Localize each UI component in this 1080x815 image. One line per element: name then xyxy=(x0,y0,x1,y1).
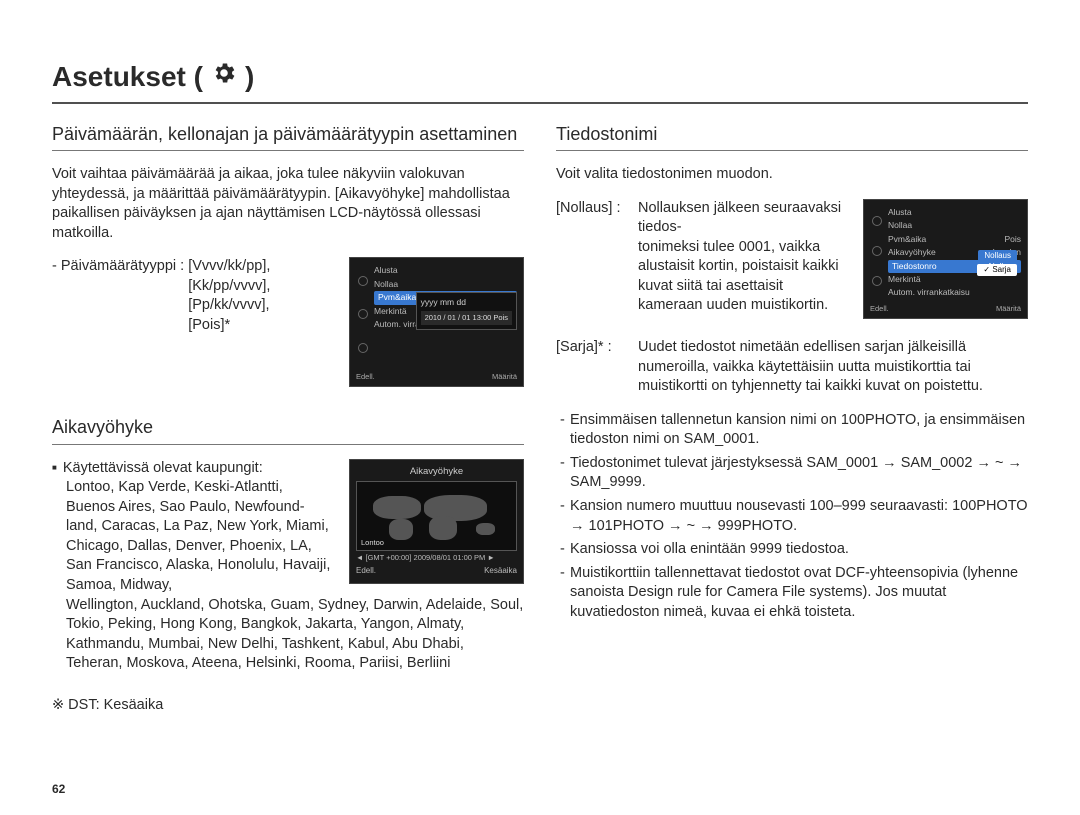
screen-footer-left: Edell. xyxy=(356,372,375,382)
tz-city: Lontoo xyxy=(361,538,384,547)
date-type-0: [Vvvv/kk/pp], xyxy=(188,258,270,274)
tz-footer-left: Edell. xyxy=(356,566,376,577)
option-pill-selected: Nollaus xyxy=(978,250,1017,263)
list-item: Kansiossa voi olla enintään 9999 tiedost… xyxy=(560,540,1028,560)
right-column: Tiedostonimi Voit valita tiedostonimen m… xyxy=(556,122,1028,716)
heading-timezone: Aikavyöhyke xyxy=(52,415,524,444)
menu-item: Alusta xyxy=(374,264,517,277)
list-item: Ensimmäisen tallennetun kansion nimi on … xyxy=(560,411,1028,450)
def-term: [Nollaus] : xyxy=(556,199,628,316)
date-type-label: - Päivämäärätyyppi : xyxy=(52,258,184,274)
menu-item: Pvm&aikaPois xyxy=(888,233,1021,246)
side-icon xyxy=(358,343,368,353)
para-filename: Voit valita tiedostonimen muodon. xyxy=(556,165,1028,185)
filename-defs: [Nollaus] : Nollauksen jälkeen seuraavak… xyxy=(556,199,849,322)
page-title: Asetukset ( ) xyxy=(52,58,1028,104)
list-item: Kansion numero muuttuu nousevasti 100–99… xyxy=(560,497,1028,536)
camera-screen-filename: Alusta Nollaa Pvm&aikaPois AikavyöhykeLo… xyxy=(863,199,1028,319)
list-item: Muistikorttiin tallennettavat tiedostot … xyxy=(560,564,1028,623)
world-map: Lontoo xyxy=(356,481,517,550)
title-suffix: ) xyxy=(245,58,254,96)
menu-item: Autom. virrankatkaisu xyxy=(888,286,1021,299)
cities-top: Lontoo, Kap Verde, Keski-Atlantti, Bueno… xyxy=(52,478,333,595)
left-column: Päivämäärän, kellonajan ja päivämäärätyy… xyxy=(52,122,524,716)
camera-screen-timezone: Aikavyöhyke Lontoo ◄ [GMT +00:00] 2009/0… xyxy=(349,459,524,584)
heading-datetime: Päivämäärän, kellonajan ja päivämäärätyy… xyxy=(52,122,524,151)
cities-label: Käytettävissä olevat kaupungit: xyxy=(52,459,333,479)
tz-gmt: [GMT +00:00] 2009/08/01 01:00 PM xyxy=(366,553,486,562)
screen-footer-right: Määritä xyxy=(996,304,1021,314)
option-pill-alt: ✓ Sarja xyxy=(977,264,1017,277)
title-text: Asetukset ( xyxy=(52,58,203,96)
tz-footer-right: Kesäaika xyxy=(484,566,517,577)
cities-bottom: Wellington, Auckland, Ohotska, Guam, Syd… xyxy=(52,596,524,674)
menu-item: Nollaa xyxy=(374,278,517,291)
filename-notes: Ensimmäisen tallennetun kansion nimi on … xyxy=(560,411,1028,623)
cities-block: Käytettävissä olevat kaupungit: Lontoo, … xyxy=(52,459,333,596)
def-text: Nollauksen jälkeen seuraavaksi tiedos- t… xyxy=(638,199,849,316)
menu-item: Alusta xyxy=(888,206,1021,219)
side-icon xyxy=(872,216,882,226)
dst-note: ※ DST: Kesäaika xyxy=(52,696,524,716)
date-type-2: [Pp/kk/vvvv], xyxy=(188,297,269,313)
heading-filename: Tiedostonimi xyxy=(556,122,1028,151)
def-text: Uudet tiedostot nimetään edellisen sarja… xyxy=(638,338,1028,397)
popup-date: 2010 / 01 / 01 13:00 Pois xyxy=(421,311,512,325)
date-popup: yyyy mm dd 2010 / 01 / 01 13:00 Pois xyxy=(416,292,517,330)
date-type-3: [Pois]* xyxy=(188,317,230,333)
screen-footer-left: Edell. xyxy=(870,304,889,314)
side-icon xyxy=(358,276,368,286)
side-icon xyxy=(872,276,882,286)
page-number: 62 xyxy=(52,781,65,797)
gear-icon xyxy=(211,58,237,96)
para-datetime: Voit vaihtaa päivämäärää ja aikaa, joka … xyxy=(52,165,524,243)
side-icon xyxy=(358,309,368,319)
menu-item: Nollaa xyxy=(888,219,1021,232)
popup-label: yyyy mm dd xyxy=(421,297,512,308)
date-type-1: [Kk/pp/vvvv], xyxy=(188,278,270,294)
tz-title: Aikavyöhyke xyxy=(356,466,517,479)
screen-footer-right: Määritä xyxy=(492,372,517,382)
side-icon xyxy=(872,246,882,256)
def-term: [Sarja]* : xyxy=(556,338,628,397)
date-type-block: - Päivämäärätyyppi : [Vvvv/kk/pp], - Päi… xyxy=(52,257,333,387)
camera-screen-datetime: Alusta Nollaa Pvm&aikaPois MerkintäPois … xyxy=(349,257,524,387)
list-item: Tiedostonimet tulevat järjestyksessä SAM… xyxy=(560,454,1028,493)
